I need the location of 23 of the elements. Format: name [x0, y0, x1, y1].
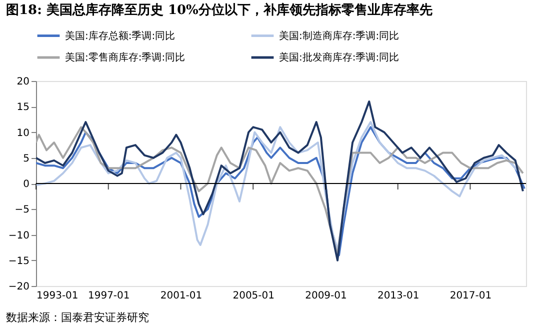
x-tick-label: 2017-01 — [450, 290, 492, 302]
x-tick-label: 1993-01 — [36, 290, 78, 302]
x-tick-label: 2005-01 — [232, 290, 275, 302]
legend-label: 美国:制造商库存:季调:同比 — [279, 30, 400, 42]
source-note: 数据来源：国泰君安证券研究 — [6, 311, 149, 324]
legend-label: 美国:批发商库存:季调:同比 — [279, 52, 400, 64]
x-tick-label: 2013-01 — [377, 290, 420, 302]
y-tick-label: 15 — [16, 102, 30, 114]
y-tick-label: −20 — [8, 282, 30, 292]
legend-label: 美国:库存总额:季调:同比 — [65, 30, 176, 42]
chart-title: 图18: 美国总库存降至历史 10%分位以下，补库领先指标零售业库存率先 — [6, 2, 432, 18]
x-tick-label: 2001-01 — [160, 290, 202, 302]
y-tick-label: −15 — [8, 256, 30, 267]
y-tick-label: 10 — [16, 128, 30, 139]
x-tick-label: 2009-01 — [305, 290, 347, 302]
y-tick-label: 5 — [23, 153, 30, 164]
x-tick-label: 1997-01 — [88, 290, 130, 302]
y-tick-label: −10 — [8, 230, 30, 242]
y-tick-label: 20 — [16, 76, 30, 88]
line-series — [36, 100, 524, 262]
y-tick-label: −5 — [14, 204, 30, 216]
legend-label: 美国:零售商库存:季调:同比 — [65, 52, 186, 64]
y-tick-label: 0 — [23, 179, 30, 190]
